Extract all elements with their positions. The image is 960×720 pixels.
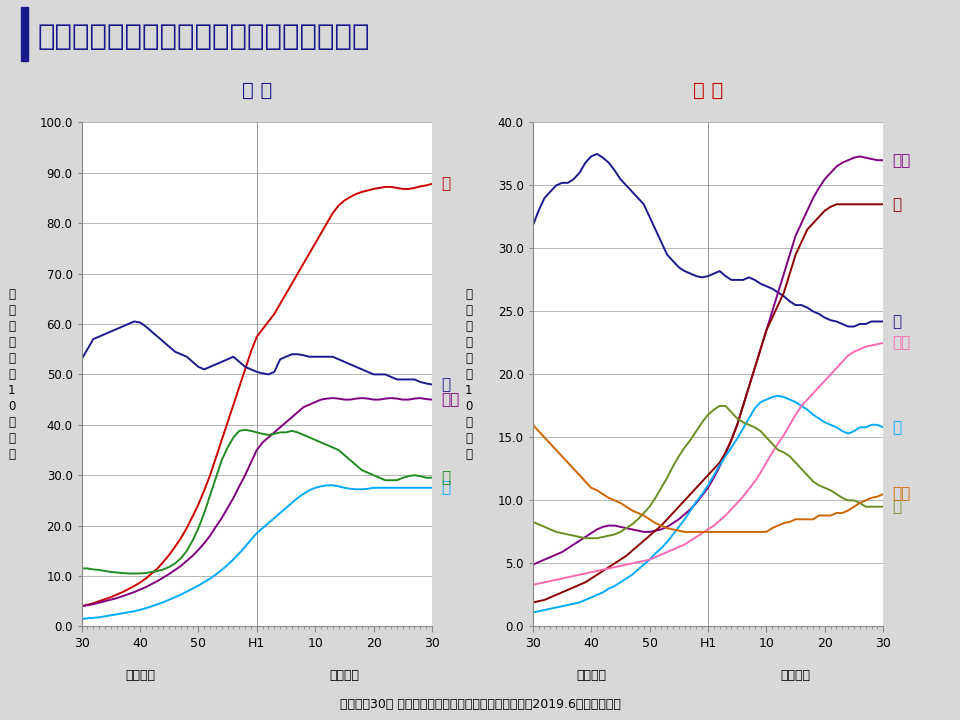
Text: 大腸: 大腸 bbox=[892, 153, 910, 168]
Text: 乳房: 乳房 bbox=[892, 336, 910, 351]
Text: 死
亡
率
（
人
口
1
0
万
対
）: 死 亡 率 （ 人 口 1 0 万 対 ） bbox=[465, 288, 472, 461]
Text: 肺: 肺 bbox=[441, 176, 450, 192]
Text: 悪性新生物の主な部位別死亡率の年次推移: 悪性新生物の主な部位別死亡率の年次推移 bbox=[37, 23, 370, 51]
Text: 肝: 肝 bbox=[441, 470, 450, 485]
Text: 肝: 肝 bbox=[892, 499, 901, 514]
Text: 平成・年: 平成・年 bbox=[780, 669, 810, 682]
Text: 胃: 胃 bbox=[441, 377, 450, 392]
Text: 昭和・年: 昭和・年 bbox=[125, 669, 155, 682]
Text: 大腸: 大腸 bbox=[441, 392, 459, 407]
Text: 肺: 肺 bbox=[892, 197, 901, 212]
Text: 膵: 膵 bbox=[892, 420, 901, 435]
Text: 膵: 膵 bbox=[441, 480, 450, 495]
Text: 男 性: 男 性 bbox=[242, 81, 272, 99]
Text: 平成・年: 平成・年 bbox=[329, 669, 359, 682]
Text: （「平成30年 人口動態統計月報年計（概数）の概況」2019.6　より作図）: （「平成30年 人口動態統計月報年計（概数）の概況」2019.6 より作図） bbox=[340, 698, 620, 711]
Bar bbox=[21, 7, 28, 61]
Text: 胃: 胃 bbox=[892, 314, 901, 329]
Text: 女 性: 女 性 bbox=[693, 81, 723, 99]
Text: 死
亡
率
（
人
口
1
0
万
対
）: 死 亡 率 （ 人 口 1 0 万 対 ） bbox=[8, 288, 15, 461]
Text: 昭和・年: 昭和・年 bbox=[576, 669, 606, 682]
Text: 子宮: 子宮 bbox=[892, 487, 910, 502]
